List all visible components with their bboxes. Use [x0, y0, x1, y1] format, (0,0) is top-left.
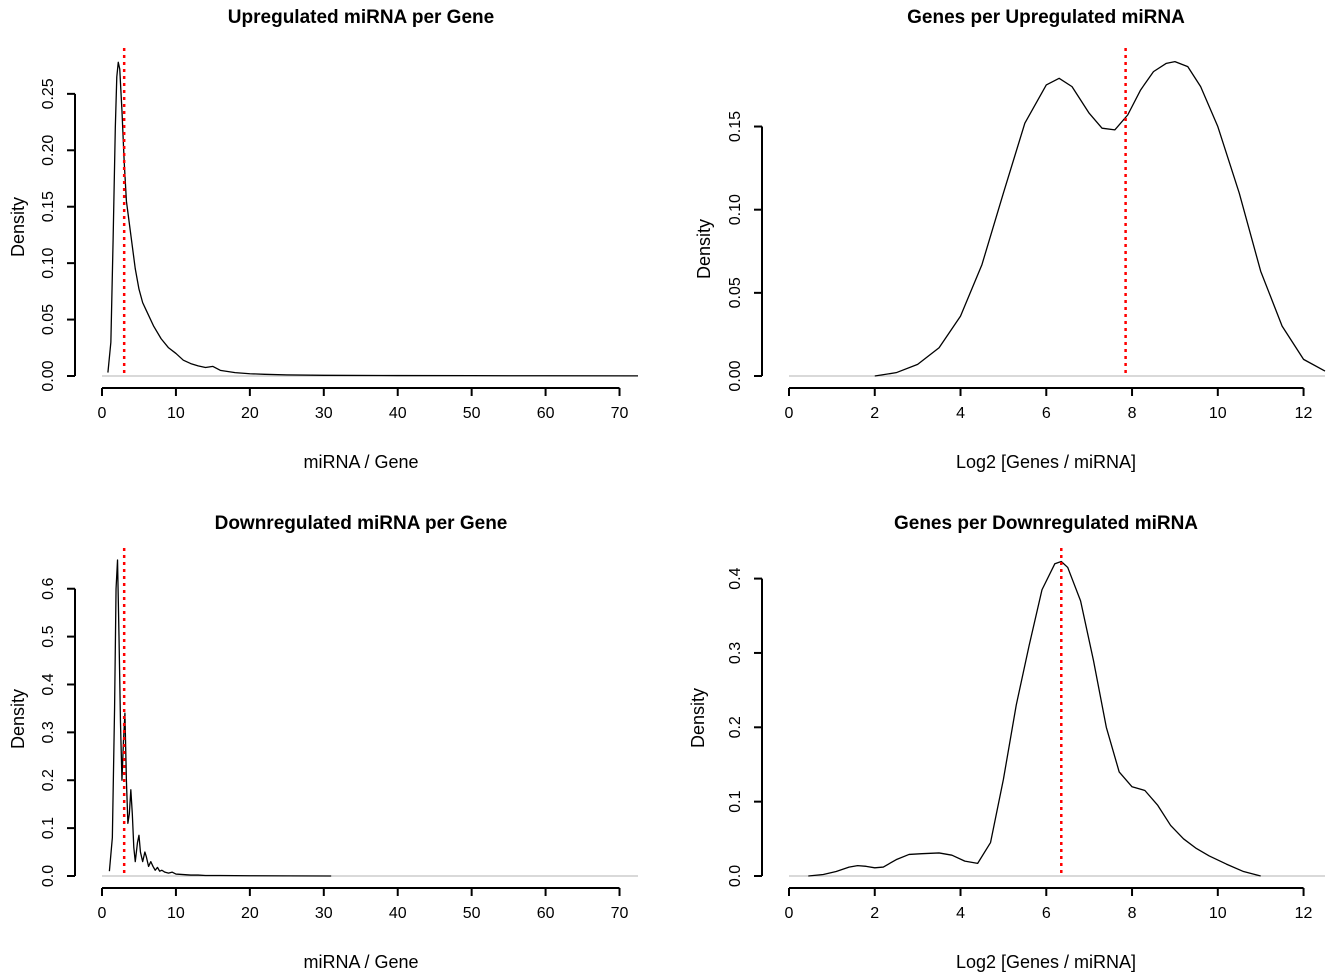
y-axis-label: Density: [8, 689, 28, 749]
x-tick-label: 4: [956, 405, 965, 422]
y-tick-label: 0.3: [40, 721, 57, 743]
y-tick-label: 0.25: [40, 78, 57, 109]
x-tick-label: 10: [1209, 905, 1227, 922]
x-tick-label: 0: [98, 905, 107, 922]
panel-upregulated-mirna-per-gene: Upregulated miRNA per Gene miRNA / Gene …: [8, 7, 639, 472]
y-tick-label: 0.0: [40, 865, 57, 887]
panel-title: Downregulated miRNA per Gene: [215, 513, 508, 534]
axis-ticks: 0 10 20 30 40 50 60 70 0.0 0.1 0.2 0.3 0.4 0.5 0.6: [40, 578, 629, 922]
x-tick-label: 10: [167, 405, 185, 422]
x-tick-label: 30: [315, 405, 333, 422]
panel-genes-per-downregulated-mirna: Genes per Downregulated miRNA Log2 [Gene…: [688, 513, 1325, 972]
y-tick-label: 0.3: [727, 642, 744, 664]
y-tick-label: 0.6: [40, 578, 57, 600]
plot-area: [102, 48, 639, 377]
y-tick-label: 0.4: [727, 567, 744, 589]
x-tick-label: 40: [389, 905, 407, 922]
y-tick-label: 0.00: [40, 360, 57, 391]
y-tick-label: 0.5: [40, 625, 57, 647]
x-tick-label: 4: [956, 905, 965, 922]
x-tick-label: 12: [1295, 905, 1313, 922]
y-axis-label: Density: [8, 197, 28, 257]
y-tick-label: 0.20: [40, 135, 57, 166]
density-curve: [808, 560, 1261, 877]
x-tick-label: 20: [241, 405, 259, 422]
plot-area: [102, 548, 638, 877]
y-tick-label: 0.05: [727, 277, 744, 308]
y-tick-label: 0.1: [40, 817, 57, 839]
y-tick-label: 0.00: [727, 360, 744, 391]
panel-genes-per-upregulated-mirna: Genes per Upregulated miRNA Log2 [Genes …: [694, 7, 1326, 472]
x-tick-label: 30: [315, 905, 333, 922]
x-tick-label: 50: [463, 405, 481, 422]
x-tick-label: 70: [611, 905, 629, 922]
x-tick-label: 2: [870, 405, 879, 422]
plot-area: [789, 548, 1325, 877]
x-tick-label: 70: [611, 405, 629, 422]
x-tick-label: 6: [1042, 905, 1051, 922]
plot-area: [789, 48, 1326, 377]
x-tick-label: 10: [1209, 405, 1227, 422]
x-axis-label: miRNA / Gene: [303, 452, 418, 472]
x-tick-label: 50: [463, 905, 481, 922]
y-tick-label: 0.4: [40, 673, 57, 695]
x-axis-label: miRNA / Gene: [303, 952, 418, 972]
x-tick-label: 60: [537, 905, 555, 922]
x-tick-label: 6: [1042, 405, 1051, 422]
y-tick-label: 0.05: [40, 304, 57, 335]
y-tick-label: 0.10: [727, 194, 744, 225]
x-tick-label: 40: [389, 405, 407, 422]
axis-ticks: 0 10 20 30 40 50 60 70 0.00 0.05 0.10 0.15 0.20 0.25: [40, 78, 629, 422]
x-tick-label: 20: [241, 905, 259, 922]
y-tick-label: 0.2: [40, 769, 57, 791]
density-curve: [874, 61, 1326, 377]
y-axis-label: Density: [694, 219, 714, 279]
y-tick-label: 0.1: [727, 790, 744, 812]
density-curve: [107, 61, 639, 377]
x-axis-label: Log2 [Genes / miRNA]: [956, 952, 1136, 972]
density-curve: [108, 559, 332, 877]
x-tick-label: 10: [167, 905, 185, 922]
y-tick-label: 0.2: [727, 716, 744, 738]
x-axis-label: Log2 [Genes / miRNA]: [956, 452, 1136, 472]
axis-ticks: 0 2 4 6 8 10 12 0.0 0.1 0.2 0.3 0.4: [727, 567, 1313, 922]
x-tick-label: 0: [785, 405, 794, 422]
x-tick-label: 0: [98, 405, 107, 422]
x-tick-label: 8: [1128, 405, 1137, 422]
x-tick-label: 2: [870, 905, 879, 922]
panel-title: Genes per Downregulated miRNA: [894, 513, 1198, 534]
y-tick-label: 0.10: [40, 247, 57, 278]
panel-title: Upregulated miRNA per Gene: [228, 7, 494, 28]
x-tick-label: 8: [1128, 905, 1137, 922]
y-tick-label: 0.0: [727, 865, 744, 887]
axis-ticks: 0 2 4 6 8 10 12 0.00 0.05 0.10 0.15: [727, 111, 1313, 422]
panel-title: Genes per Upregulated miRNA: [907, 7, 1185, 28]
x-tick-label: 12: [1295, 405, 1313, 422]
panel-downregulated-mirna-per-gene: Downregulated miRNA per Gene miRNA / Gen…: [8, 513, 638, 972]
y-axis-label: Density: [688, 688, 708, 748]
x-tick-label: 60: [537, 405, 555, 422]
y-tick-label: 0.15: [727, 111, 744, 142]
y-tick-label: 0.15: [40, 191, 57, 222]
x-tick-label: 0: [785, 905, 794, 922]
